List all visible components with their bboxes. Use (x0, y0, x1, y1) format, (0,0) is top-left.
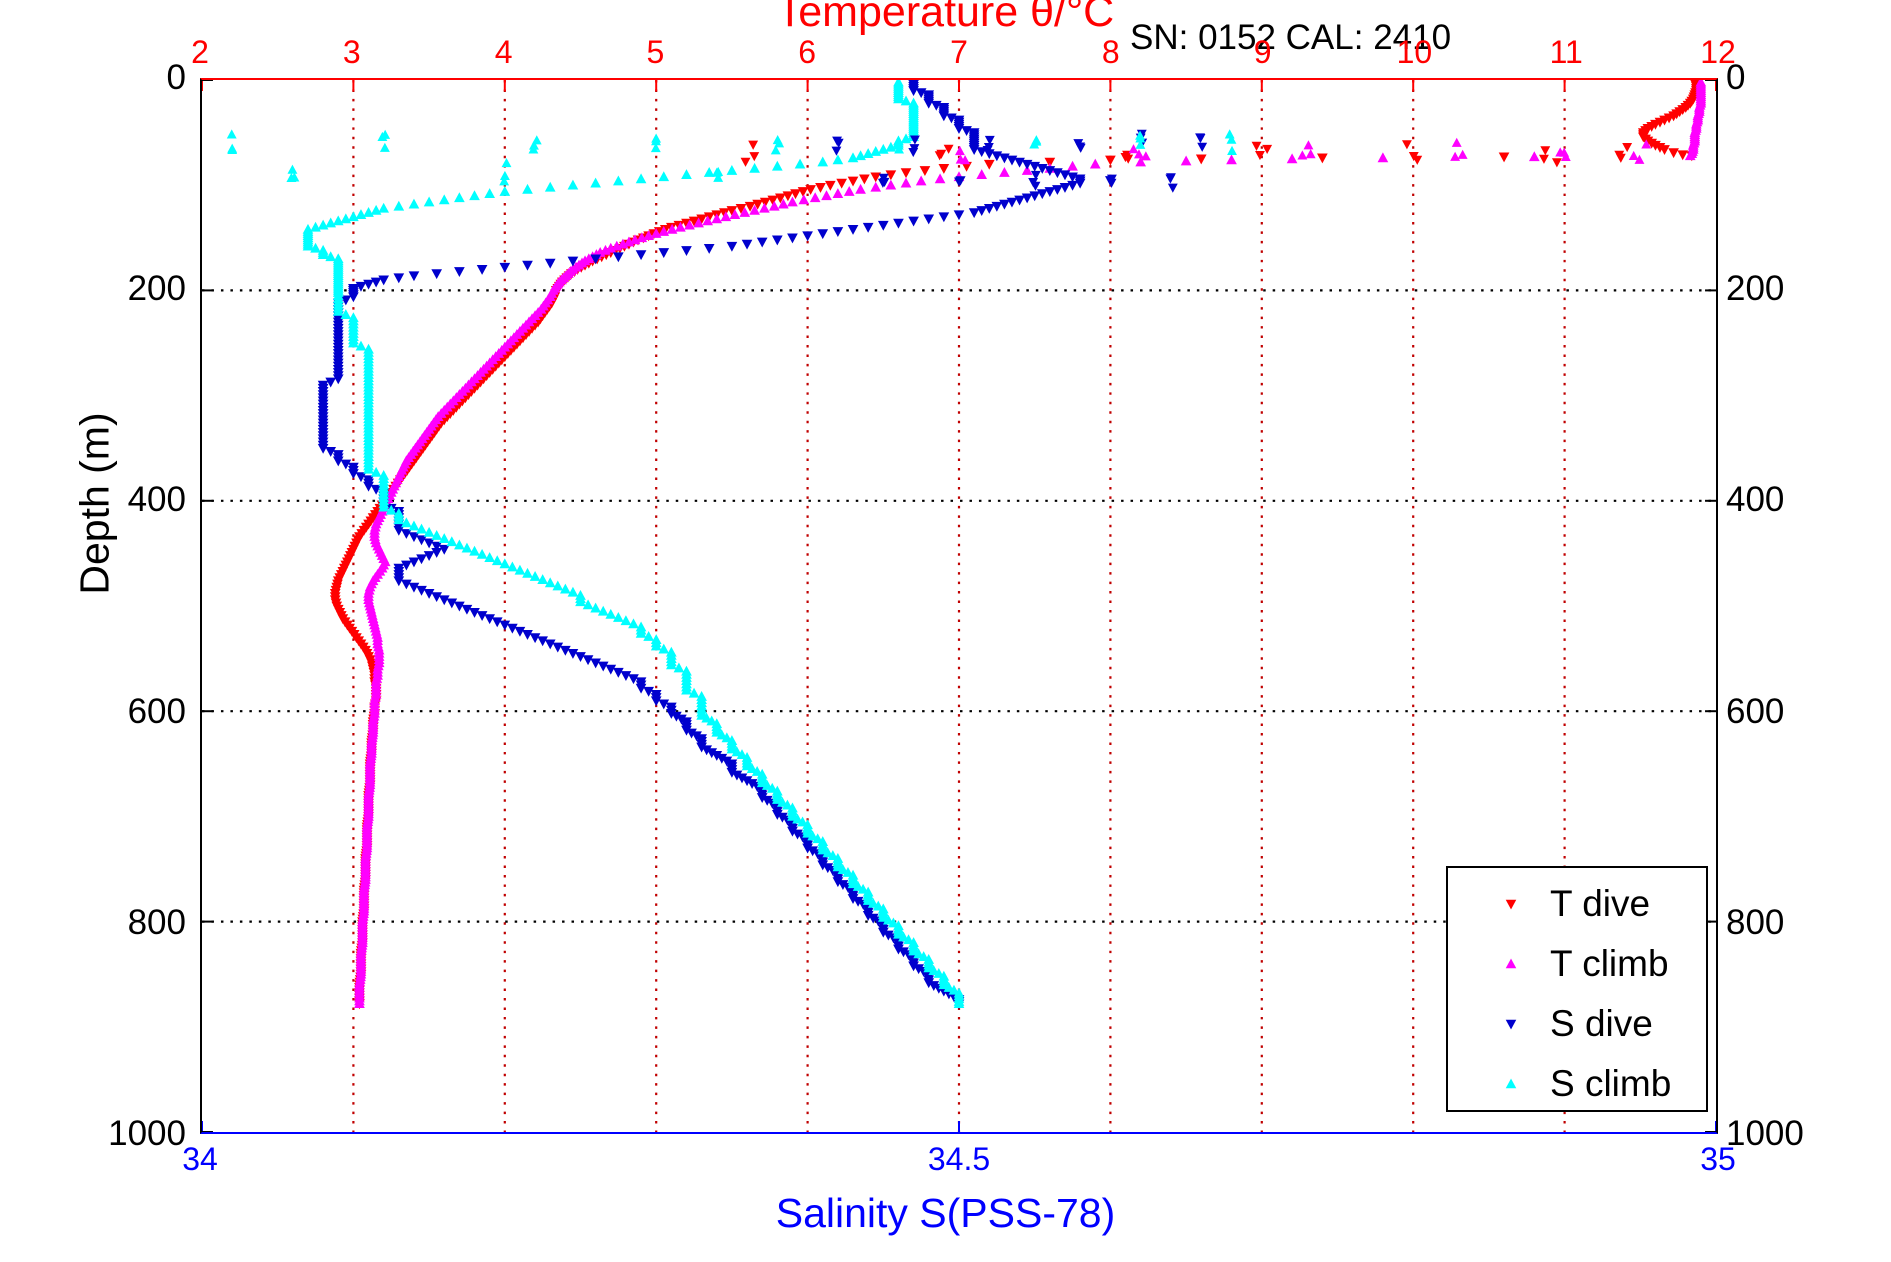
ticks-left-label: 200 (128, 269, 186, 309)
ticks-left-label: 1000 (108, 1114, 186, 1154)
ticks-left-label: 0 (167, 58, 186, 98)
triangle-up-icon (1494, 956, 1528, 972)
y-axis-title: Depth (m) (72, 354, 119, 654)
ticks-right-label: 200 (1726, 269, 1784, 309)
legend[interactable]: T dive T climb S dive S climb (1446, 866, 1708, 1112)
legend-item-s-climb[interactable]: S climb (1448, 1054, 1706, 1114)
ticks-bottom-label: 34.5 (928, 1141, 990, 1178)
ticks-left-label: 600 (128, 692, 186, 732)
legend-item-t-dive[interactable]: T dive (1448, 874, 1706, 934)
legend-item-label: T climb (1550, 943, 1669, 985)
ticks-top-label: 6 (798, 34, 816, 71)
ticks-right-label: 1000 (1726, 1114, 1804, 1154)
ticks-left-label: 400 (128, 480, 186, 520)
chart-canvas: Temperature θ/°C SN: 0152 CAL: 2410 Dept… (0, 0, 1891, 1262)
ticks-top-label: 5 (646, 34, 664, 71)
ticks-top-label: 11 (1550, 34, 1583, 71)
ticks-left-label: 800 (128, 903, 186, 943)
ticks-right-label: 800 (1726, 903, 1784, 943)
legend-item-label: S dive (1550, 1003, 1653, 1045)
ticks-top-label: 7 (950, 34, 968, 71)
triangle-up-icon (1494, 1076, 1528, 1092)
triangle-down-icon (1494, 1016, 1528, 1032)
ticks-right-label: 0 (1726, 58, 1745, 98)
legend-item-label: T dive (1550, 883, 1650, 925)
ticks-right-label: 400 (1726, 480, 1784, 520)
triangle-down-icon (1494, 896, 1528, 912)
ticks-top-label: 9 (1254, 34, 1272, 71)
ticks-top-label: 10 (1397, 34, 1433, 71)
top-axis-title: Temperature θ/°C (0, 0, 1891, 37)
ticks-top-label: 3 (343, 34, 361, 71)
ticks-top-label: 8 (1102, 34, 1120, 71)
ticks-top-label: 4 (495, 34, 513, 71)
ticks-right-label: 600 (1726, 692, 1784, 732)
legend-item-t-climb[interactable]: T climb (1448, 934, 1706, 994)
legend-item-s-dive[interactable]: S dive (1448, 994, 1706, 1054)
ticks-bottom-label: 34 (182, 1141, 218, 1178)
legend-item-label: S climb (1550, 1063, 1671, 1105)
ticks-top-label: 2 (191, 34, 209, 71)
bottom-axis-title: Salinity S(PSS-78) (0, 1190, 1891, 1237)
